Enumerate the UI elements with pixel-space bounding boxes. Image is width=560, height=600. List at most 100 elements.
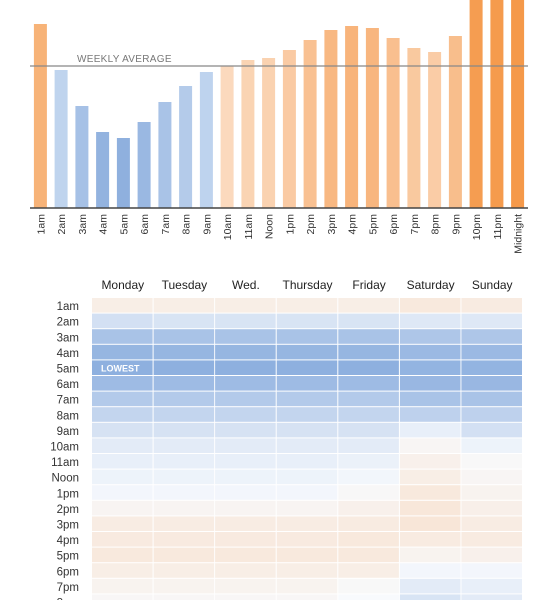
day-header-tuesday: Tuesday [162, 278, 208, 292]
row-label-5am: 5am [57, 364, 79, 376]
day-header-row: Monday Tuesday Wed. Thursday Friday Saturday S… [101, 278, 512, 292]
heat-cell [153, 329, 215, 344]
heat-cell [215, 391, 276, 407]
heat-cell [461, 376, 522, 391]
row-label-7am: 7am [57, 395, 79, 407]
heat-cell [153, 532, 215, 547]
bar-noon [262, 58, 276, 208]
heat-cell [338, 329, 399, 344]
heat-cell [215, 344, 276, 360]
heat-cell [276, 407, 338, 422]
bar-7pm [407, 48, 421, 208]
heat-cell [276, 594, 338, 600]
x-tick-9pm: 9pm [450, 214, 462, 235]
bar-11pm [490, 0, 504, 208]
heat-cell [215, 360, 276, 375]
bar-6am [137, 122, 151, 208]
heat-cell [92, 532, 153, 547]
x-tick-5pm: 5pm [367, 214, 379, 235]
heat-cell [461, 313, 522, 329]
heat-cell [153, 469, 215, 485]
heat-cell [153, 594, 215, 600]
heat-cell [215, 329, 276, 344]
heat-cell [461, 532, 522, 547]
x-tick-8pm: 8pm [430, 214, 442, 235]
heat-cell [461, 578, 522, 594]
heat-cell [276, 391, 338, 407]
heat-cell [153, 438, 215, 453]
heat-cell [461, 547, 522, 563]
bar-group [33, 0, 525, 208]
x-tick-1am: 1am [35, 214, 47, 235]
x-tick-7am: 7am [160, 214, 172, 235]
heat-cell [215, 313, 276, 329]
heat-cell [92, 485, 153, 500]
heat-cell [276, 500, 338, 516]
bar-1am [33, 24, 47, 208]
row-label-6am: 6am [57, 379, 79, 391]
heat-cell [276, 329, 338, 344]
heat-cell [215, 594, 276, 600]
row-label-6pm: 6pm [57, 566, 79, 578]
heat-cell [153, 391, 215, 407]
bar-2am [54, 70, 68, 208]
heat-cell [92, 407, 153, 422]
row-label-noon: Noon [52, 473, 80, 485]
heat-cell [338, 469, 399, 485]
heat-cell [461, 500, 522, 516]
heat-cell [461, 438, 522, 453]
x-tick-8am: 8am [181, 214, 193, 235]
row-label-8pm: 8pm [57, 598, 79, 600]
heat-cell [399, 422, 461, 438]
heat-cell [215, 516, 276, 531]
heat-cell [338, 485, 399, 500]
heat-cell [153, 516, 215, 531]
bar-6pm [386, 38, 400, 208]
hour-row-labels: 1am 2am 3am 4am 5am 6am 7am 8am 9am 10am 11am Noon 1… [50, 301, 79, 600]
heat-cell [153, 422, 215, 438]
heat-cell [399, 344, 461, 360]
heat-cell [92, 329, 153, 344]
heat-cell [276, 344, 338, 360]
hourly-bar-chart: WEEKLY AVERAGE 1am 2am 3am 4am 5am 6am 7am 8am 9… [30, 0, 528, 254]
bar-9pm [448, 36, 462, 208]
heat-cell [338, 563, 399, 578]
row-label-11am: 11am [51, 457, 79, 469]
heat-cell [399, 532, 461, 547]
heatmap-annotations: LOWEST [101, 364, 140, 374]
heat-cell [215, 376, 276, 391]
x-tick-labels: 1am 2am 3am 4am 5am 6am 7am 8am 9am 10am 11am Noon 1… [35, 214, 524, 254]
heat-cell [338, 344, 399, 360]
heat-cell [153, 485, 215, 500]
heat-cell [276, 438, 338, 453]
weekly-average-label: WEEKLY AVERAGE [77, 54, 172, 65]
row-label-4am: 4am [57, 348, 79, 360]
heat-cell [276, 313, 338, 329]
heat-cell [92, 438, 153, 453]
row-label-7pm: 7pm [57, 582, 79, 594]
heat-cell [399, 469, 461, 485]
heat-cell [276, 469, 338, 485]
heat-cell [399, 500, 461, 516]
heat-cell [461, 469, 522, 485]
row-label-2pm: 2pm [57, 504, 79, 516]
heat-cell [338, 516, 399, 531]
heat-cell [338, 298, 399, 313]
heat-cell [92, 298, 153, 313]
x-tick-6am: 6am [139, 214, 151, 235]
heat-cell [215, 422, 276, 438]
heat-cell [276, 563, 338, 578]
bar-4am [96, 132, 110, 208]
bar-8pm [428, 52, 442, 208]
heat-cell [215, 469, 276, 485]
heat-cell [461, 391, 522, 407]
heat-cell [461, 360, 522, 375]
heat-cell [399, 329, 461, 344]
x-tick-2pm: 2pm [305, 214, 317, 235]
heat-cell [276, 298, 338, 313]
heat-cell [92, 344, 153, 360]
bar-4pm [345, 26, 359, 208]
bar-3pm [324, 30, 338, 208]
x-tick-4am: 4am [98, 214, 110, 235]
